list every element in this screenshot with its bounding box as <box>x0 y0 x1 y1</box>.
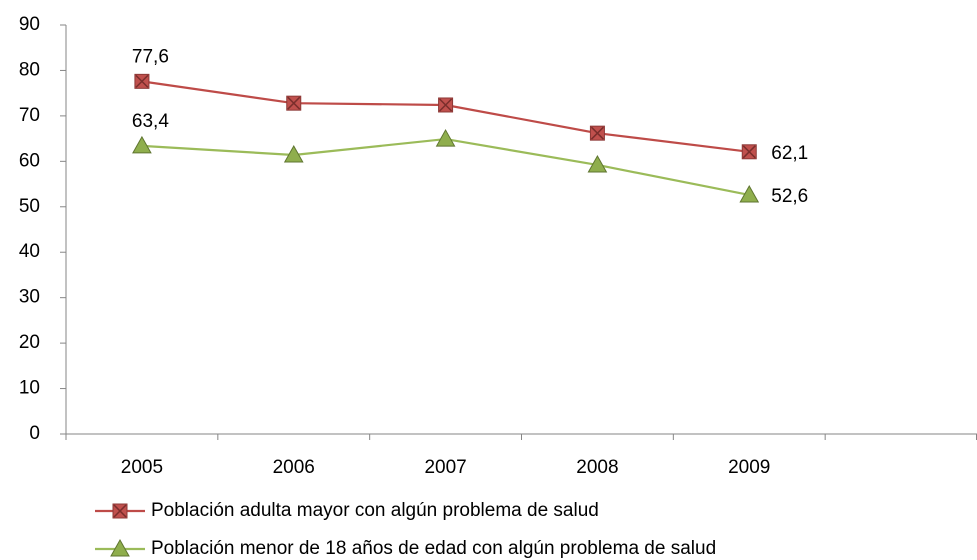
marker-cross <box>113 504 127 518</box>
marker-cross <box>590 126 604 140</box>
x-tick-label: 2005 <box>121 457 163 478</box>
marker-cross <box>287 96 301 110</box>
x-tick-label: 2007 <box>424 457 466 478</box>
marker <box>741 144 757 160</box>
marker <box>134 73 150 89</box>
y-tick-label: 0 <box>29 423 40 444</box>
series-line <box>141 137 750 197</box>
data-label: 52,6 <box>771 186 808 207</box>
marker <box>438 97 454 113</box>
y-tick-label: 90 <box>19 14 40 35</box>
marker-cross <box>742 145 756 159</box>
y-tick-label: 40 <box>19 241 40 262</box>
marker <box>589 125 605 141</box>
x-tick-label: 2006 <box>273 457 315 478</box>
marker-triangle <box>587 154 608 173</box>
marker-triangle <box>435 129 456 147</box>
marker <box>286 95 302 111</box>
marker-triangle <box>110 538 130 557</box>
legend-label: Población menor de 18 años de edad con a… <box>151 538 716 559</box>
x-tick-label: 2009 <box>728 457 770 478</box>
x-tick-label: 2008 <box>576 457 618 478</box>
y-tick-label: 60 <box>19 150 40 171</box>
marker-triangle <box>132 135 152 154</box>
y-tick-label: 70 <box>19 105 40 126</box>
marker-triangle <box>283 144 304 163</box>
marker-cross <box>135 74 149 88</box>
marker-triangle <box>739 184 760 203</box>
y-tick-label: 50 <box>19 196 40 217</box>
y-tick-label: 10 <box>19 378 40 399</box>
legend-label: Población adulta mayor con algún problem… <box>151 500 599 521</box>
marker <box>112 503 128 519</box>
y-tick-label: 80 <box>19 59 40 80</box>
data-label: 62,1 <box>771 143 808 164</box>
y-tick-label: 30 <box>19 287 40 308</box>
y-tick-label: 20 <box>19 332 40 353</box>
data-label: 63,4 <box>132 111 169 132</box>
marker-cross <box>439 98 453 112</box>
data-label: 77,6 <box>132 46 169 67</box>
